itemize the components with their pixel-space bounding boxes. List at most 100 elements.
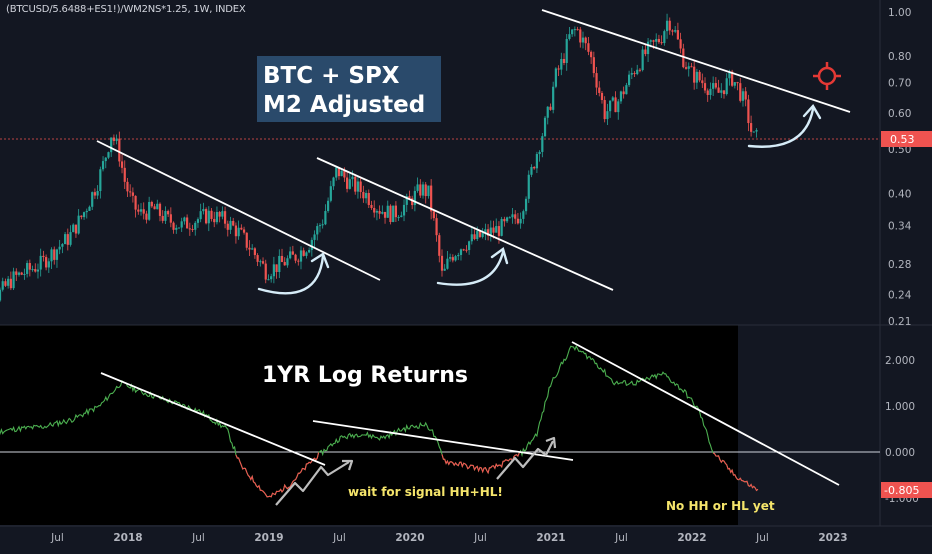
- candle-body: [462, 249, 465, 251]
- candle-body: [424, 184, 427, 197]
- candle-body: [120, 161, 124, 168]
- candle-body: [598, 87, 601, 93]
- candle-body: [720, 90, 723, 93]
- candle-body: [294, 254, 297, 261]
- candle-body: [514, 214, 517, 219]
- osc-tick-label: 2.000: [885, 355, 915, 367]
- candle-body: [148, 201, 151, 220]
- osc-tick-label: 1.000: [885, 401, 915, 413]
- candle-body: [104, 157, 107, 162]
- candle-body: [438, 235, 441, 256]
- osc-trendline-2020: [312, 420, 574, 461]
- candle-body: [503, 218, 506, 222]
- candle-body: [671, 30, 674, 32]
- osc-tick-label: 0.000: [885, 447, 915, 459]
- time-tick-label: Jul: [332, 532, 346, 544]
- candle-body: [717, 87, 720, 93]
- candle-body: [744, 91, 747, 100]
- candle-body: [581, 37, 585, 43]
- candle-body: [93, 192, 97, 196]
- title-box-background: [257, 56, 441, 122]
- osc-last-text: -0.805: [884, 484, 919, 497]
- oscillator-line: [0, 344, 759, 498]
- crosshair-target-icon[interactable]: [813, 62, 841, 90]
- trendline-2019: [316, 157, 614, 291]
- candle-body: [446, 258, 449, 269]
- time-axis[interactable]: Jul 2018 Jul 2019 Jul 2020 Jul 2021 Jul 2022 Jul 20…: [50, 532, 847, 544]
- candle-body: [356, 181, 360, 192]
- candle-body: [26, 263, 29, 274]
- candle-body: [50, 249, 53, 262]
- candle-body: [660, 42, 663, 44]
- candle-body: [267, 279, 270, 281]
- candle-body: [421, 184, 425, 196]
- time-tick-label: Jul: [755, 532, 769, 544]
- candle-body: [573, 29, 576, 31]
- candle-body: [278, 255, 281, 273]
- candle-body: [674, 30, 677, 32]
- candle-body: [383, 211, 387, 218]
- price-tick-label: 0.70: [888, 78, 911, 90]
- candle-body: [204, 209, 208, 224]
- candle-body: [308, 249, 311, 253]
- candle-body: [283, 261, 286, 266]
- candle-body: [617, 101, 620, 113]
- candle-body: [511, 214, 514, 218]
- candle-body: [337, 167, 341, 177]
- candle-body: [676, 30, 679, 40]
- candle-body: [261, 261, 265, 264]
- candle-body: [549, 106, 552, 110]
- price-tick-label: 0.80: [888, 51, 911, 63]
- candle-body: [622, 91, 625, 95]
- candle-body: [88, 206, 91, 211]
- candle-body: [210, 210, 213, 219]
- candle-body: [15, 271, 18, 275]
- candle-body: [750, 123, 753, 132]
- candle-body: [63, 234, 67, 245]
- candle-body: [378, 211, 381, 214]
- candle-body: [91, 192, 94, 207]
- candle-body: [722, 90, 726, 95]
- time-tick-label: 2021: [536, 532, 565, 544]
- candle-body: [443, 268, 446, 271]
- candle-body: [389, 205, 392, 223]
- candle-body: [240, 227, 243, 230]
- candle-body: [164, 211, 167, 221]
- time-tick-label: 2019: [254, 532, 283, 544]
- candle-body: [405, 196, 408, 205]
- candle-body: [82, 212, 86, 218]
- time-tick-label: 2018: [113, 532, 142, 544]
- candle-body: [4, 281, 7, 286]
- candle-body: [167, 211, 170, 215]
- candle-body: [703, 83, 707, 91]
- candle-body: [142, 209, 145, 214]
- price-axis[interactable]: 1.00 0.80 0.70 0.60 0.50 0.40 0.34 0.28 0.24 0.21: [888, 7, 912, 328]
- candle-body: [31, 269, 34, 271]
- candle-body: [500, 218, 503, 236]
- candle-body: [478, 230, 482, 237]
- candle-body: [668, 20, 671, 31]
- candle-body: [226, 223, 229, 230]
- candle-body: [223, 211, 227, 224]
- candle-body: [641, 49, 644, 71]
- candle-body: [725, 78, 728, 95]
- candle-body: [9, 278, 12, 289]
- candle-body: [39, 255, 42, 270]
- candle-body: [684, 67, 688, 69]
- candle-body: [701, 80, 704, 84]
- candle-body: [402, 204, 406, 216]
- candle-body: [606, 111, 609, 120]
- candle-body: [579, 29, 582, 43]
- candle-body: [150, 201, 153, 207]
- time-tick-label: 2020: [395, 532, 424, 544]
- candle-body: [568, 34, 571, 39]
- candle-body: [272, 264, 275, 277]
- candle-body: [752, 131, 755, 133]
- candle-body: [571, 29, 574, 35]
- candle-body: [690, 66, 693, 68]
- candle-body: [69, 232, 72, 245]
- candle-body: [430, 185, 433, 212]
- candle-body: [340, 170, 343, 177]
